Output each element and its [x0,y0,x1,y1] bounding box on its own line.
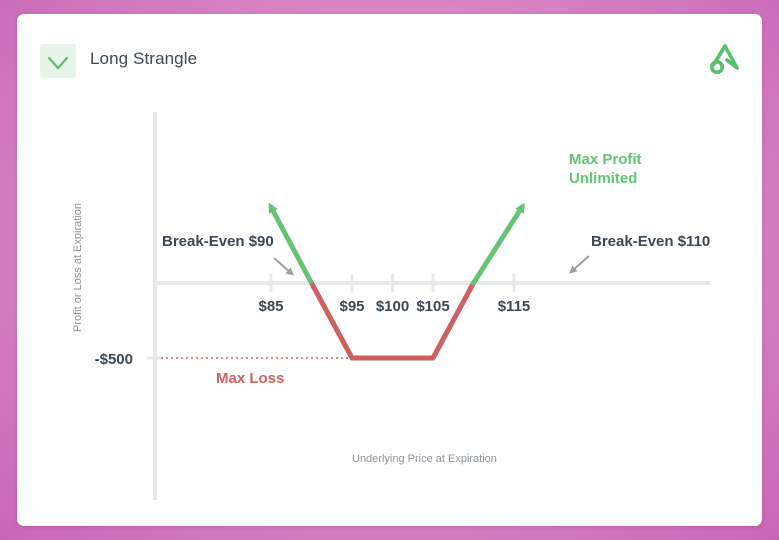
x-tick-label: $105 [416,298,449,315]
payoff-v-icon [40,44,76,78]
max-profit-unlimited-label: Unlimited [569,170,637,187]
payoff-series [268,202,525,361]
x-tick-label: $95 [339,298,364,315]
x-tick-label: $100 [376,298,409,315]
max-loss-label: Max Loss [216,370,284,387]
max-profit-label: Max Profit [569,151,642,168]
profit-line-right [471,202,525,286]
x-axis-title: Underlying Price at Expiration [352,453,497,465]
brand-logo-icon [706,42,744,81]
x-tick-label: $85 [258,298,283,315]
y-axis-title: Profit or Loss at Expiration [72,203,84,332]
loss-line [309,281,476,361]
profit-line-left [268,202,314,286]
break-even-high-pointer [569,255,590,274]
ticks: $85 $95 $100 $105 $115 -$500 [95,274,531,368]
break-even-low-label: Break-Even $90 [162,233,274,250]
break-even-low-pointer [273,257,294,276]
card-title: Long Strangle [90,49,198,68]
break-even-high-label: Break-Even $110 [591,233,710,250]
strategy-card: Long Strangle [17,14,762,526]
x-tick-label: $115 [498,298,531,315]
y-tick-label: -$500 [95,351,133,368]
